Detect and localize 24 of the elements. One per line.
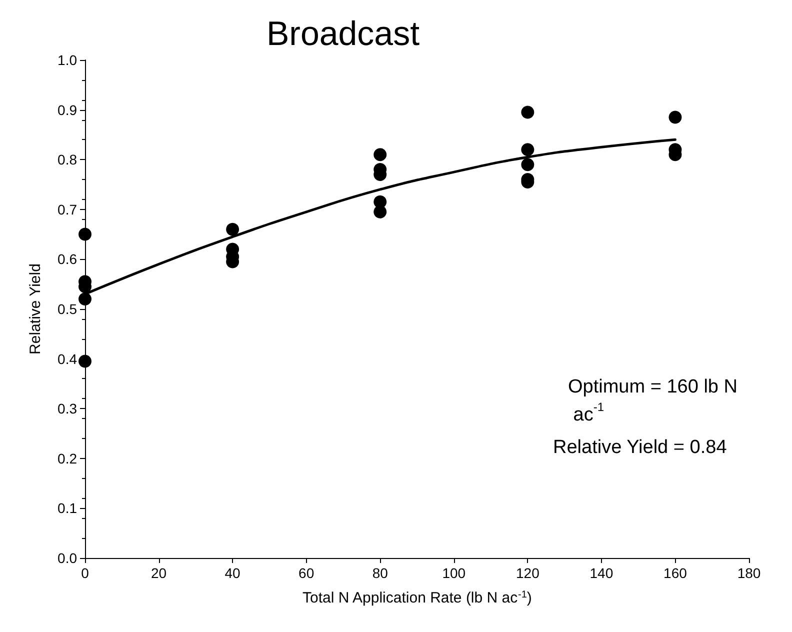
x-tick-label: 0 bbox=[81, 565, 90, 581]
x-tick-label: 100 bbox=[442, 565, 466, 581]
y-tick-label: 0.1 bbox=[58, 500, 78, 516]
y-tick-label: 0.8 bbox=[58, 152, 78, 168]
x-tick-label: 140 bbox=[590, 565, 614, 581]
y-tick-label: 0.9 bbox=[58, 102, 78, 118]
chart-title: Broadcast bbox=[266, 15, 420, 53]
x-tick-label: 120 bbox=[516, 565, 540, 581]
y-tick-label: 0.2 bbox=[58, 450, 78, 466]
x-tick-label: 80 bbox=[372, 565, 388, 581]
y-tick-label: 1.0 bbox=[58, 52, 78, 68]
y-tick-label: 0.5 bbox=[58, 301, 78, 317]
x-tick-label: 20 bbox=[150, 565, 167, 581]
y-tick-label: 0.6 bbox=[58, 251, 78, 268]
y-tick-label: 0.0 bbox=[58, 550, 78, 566]
x-tick-label: 40 bbox=[224, 565, 241, 581]
x-tick-label: 160 bbox=[664, 565, 688, 581]
x-tick-label: 60 bbox=[298, 565, 314, 581]
y-tick-label: 0.4 bbox=[58, 350, 78, 367]
annotation: Relative Yield = 0.84 bbox=[553, 437, 728, 458]
y-tick-label: 0.7 bbox=[58, 201, 78, 218]
x-tick-label: 180 bbox=[737, 565, 761, 581]
y-tick-label: 0.3 bbox=[58, 400, 78, 417]
y-axis-title: Relative Yield bbox=[27, 264, 44, 354]
